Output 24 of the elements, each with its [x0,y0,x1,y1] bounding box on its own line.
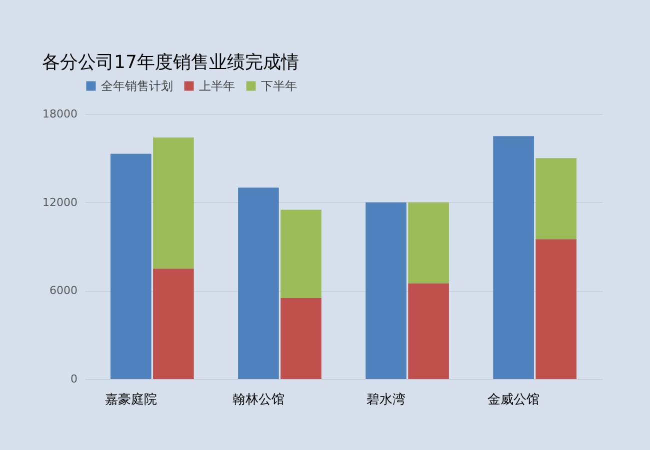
y-tick-label: 6000 [50,284,78,298]
x-tick-label: 翰林公馆 [232,392,284,408]
y-tick-label: 12000 [42,196,78,209]
bar [110,154,152,379]
bar [536,239,576,379]
x-tick-label: 金威公馆 [488,392,540,408]
bar [408,283,449,379]
bar [153,268,194,379]
bar [408,202,449,284]
bar [153,138,194,269]
bar [366,202,406,379]
y-tick-label: 0 [70,372,78,386]
y-tick-label: 18000 [42,108,78,120]
bar [493,136,534,379]
chart-title: 各分公司17年度销售业绩完成情 [42,52,299,73]
x-tick-label: 嘉豪庭院 [104,392,157,408]
bar [280,298,322,379]
bar [238,188,279,379]
legend-label: 下半年 [261,79,297,93]
x-tick-label: 碧水湾 [366,392,406,408]
bar [536,158,576,240]
legend-label: 上半年 [199,79,235,93]
legend-label: 全年销售计划 [101,79,173,93]
bar [280,210,322,298]
